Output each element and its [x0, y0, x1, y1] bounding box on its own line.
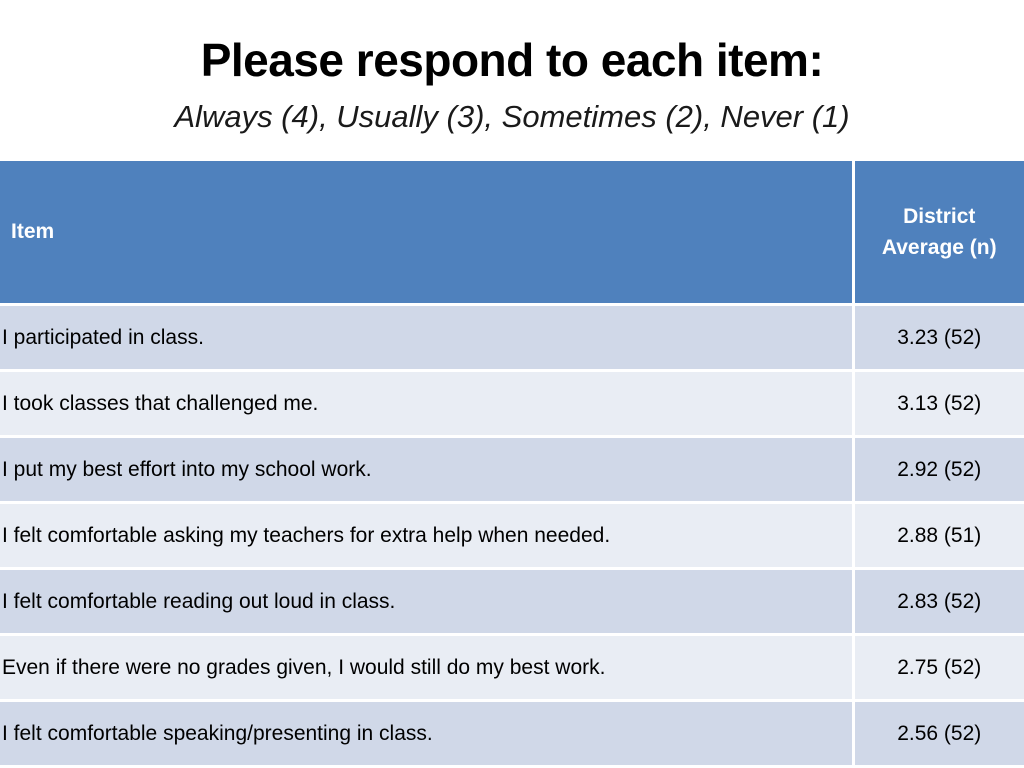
- column-header-district-average-line1: District: [903, 205, 976, 228]
- table-row: Even if there were no grades given, I wo…: [0, 634, 1024, 702]
- table-row: I took classes that challenged me. 3.13 …: [0, 370, 1024, 438]
- average-cell: 2.92 (52): [853, 436, 1024, 504]
- column-header-item: Item: [0, 161, 855, 306]
- title-area: Please respond to each item: Always (4),…: [0, 0, 1024, 160]
- average-cell: 3.13 (52): [853, 370, 1024, 438]
- item-cell: I felt comfortable asking my teachers fo…: [0, 502, 855, 570]
- item-cell: Even if there were no grades given, I wo…: [0, 634, 855, 702]
- table-row: I participated in class. 3.23 (52): [0, 304, 1024, 372]
- column-header-district-average-line2: Average (n): [881, 236, 997, 259]
- item-cell: I put my best effort into my school work…: [0, 436, 855, 504]
- item-cell: I took classes that challenged me.: [0, 370, 855, 438]
- average-cell: 2.83 (52): [853, 568, 1024, 636]
- item-cell: I participated in class.: [0, 304, 855, 372]
- average-cell: 2.56 (52): [853, 700, 1024, 768]
- table-row: I felt comfortable reading out loud in c…: [0, 568, 1024, 636]
- table-row: I felt comfortable speaking/presenting i…: [0, 700, 1024, 768]
- rating-scale-subtitle: Always (4), Usually (3), Sometimes (2), …: [174, 99, 850, 134]
- average-cell: 2.88 (51): [853, 502, 1024, 570]
- table-header-row: Item District Average (n): [0, 161, 1024, 306]
- results-table: Item District Average (n) I participated…: [0, 161, 1024, 768]
- table-row: I put my best effort into my school work…: [0, 436, 1024, 504]
- page-title: Please respond to each item:: [200, 34, 824, 86]
- item-cell: I felt comfortable speaking/presenting i…: [0, 700, 855, 768]
- average-cell: 3.23 (52): [853, 304, 1024, 372]
- table-row: I felt comfortable asking my teachers fo…: [0, 502, 1024, 570]
- item-cell: I felt comfortable reading out loud in c…: [0, 568, 855, 636]
- column-header-district-average: District Average (n): [853, 161, 1024, 306]
- average-cell: 2.75 (52): [853, 634, 1024, 702]
